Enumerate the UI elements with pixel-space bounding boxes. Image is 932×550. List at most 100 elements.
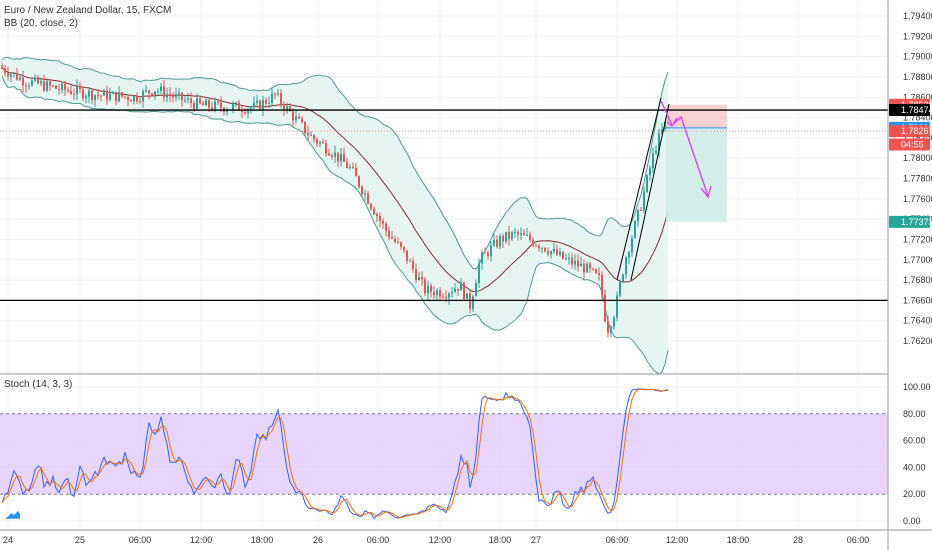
candle-body: [373, 208, 375, 215]
candle-body: [631, 237, 633, 253]
candle-body: [532, 239, 534, 246]
candle-body: [154, 91, 156, 96]
candle-body: [400, 242, 402, 247]
candle-body: [271, 93, 273, 104]
stoch-legend[interactable]: Stoch (14, 3, 3): [4, 379, 73, 390]
stoch-tick-label: 20.00: [903, 489, 926, 499]
candle-body: [298, 116, 300, 119]
candle-body: [433, 291, 435, 296]
candle-body: [499, 235, 501, 247]
candle-body: [10, 74, 12, 77]
candle-body: [238, 102, 240, 111]
candle-body: [256, 100, 258, 103]
candle-body: [607, 321, 609, 333]
candle-body: [406, 250, 408, 261]
candle-body: [25, 85, 27, 87]
candle-body: [637, 209, 639, 222]
candle-body: [502, 235, 504, 242]
candle-body: [70, 90, 72, 95]
candle-body: [478, 263, 480, 283]
candle-body: [472, 296, 474, 309]
candle-body: [244, 111, 246, 114]
candle-body: [463, 282, 465, 300]
candle-body: [619, 281, 621, 296]
candle-body: [253, 102, 255, 108]
candle-body: [487, 252, 489, 257]
candle-body: [130, 100, 132, 102]
candle-body: [382, 220, 384, 224]
candle-body: [109, 93, 111, 100]
candle-body: [124, 96, 126, 98]
candle-body: [208, 100, 210, 108]
candle-body: [421, 277, 423, 280]
time-tick-label: 06:00: [367, 535, 390, 545]
candle-body: [205, 100, 207, 106]
candle-body: [274, 93, 276, 95]
candle-body: [139, 101, 141, 103]
candle-body: [289, 106, 291, 112]
candle-body: [451, 292, 453, 294]
candle-body: [616, 295, 618, 318]
candle-body: [1, 66, 3, 69]
candle-body: [7, 72, 9, 77]
time-tick-label: 27: [531, 535, 541, 545]
tradingview-cloud-icon[interactable]: [5, 508, 21, 520]
candle-body: [460, 282, 462, 291]
candle-body: [325, 143, 327, 154]
candle-body: [160, 86, 162, 92]
candle-body: [334, 152, 336, 157]
bb-legend[interactable]: BB (20, close, 2): [4, 18, 78, 29]
candle-body: [196, 98, 198, 109]
projection-arrowhead: [700, 185, 712, 199]
time-tick-label: 06:00: [606, 535, 629, 545]
candle-body: [592, 268, 594, 270]
candle-body: [280, 93, 282, 105]
stoch-tick-label: 40.00: [903, 462, 926, 472]
candle-body: [331, 155, 333, 157]
candle-body: [361, 186, 363, 195]
candle-body: [61, 83, 63, 90]
candle-body: [553, 248, 555, 252]
candle-body: [652, 152, 654, 169]
candle-body: [217, 101, 219, 103]
bollinger-bands: [1, 56, 669, 375]
candle-body: [634, 221, 636, 238]
time-tick-label: 06:00: [129, 535, 152, 545]
candle-body: [568, 257, 570, 259]
candle-body: [247, 109, 249, 114]
price-tick-label: 1.79000: [903, 52, 932, 62]
candle-body: [340, 154, 342, 162]
candle-body: [457, 288, 459, 291]
candle-body: [136, 95, 138, 102]
time-tick-label: 06:00: [847, 535, 870, 545]
candle-body: [226, 110, 228, 113]
price-tag: [889, 138, 930, 151]
candle-body: [547, 251, 549, 255]
candle-body: [28, 85, 30, 87]
candle-body: [313, 135, 315, 140]
symbol-legend[interactable]: Euro / New Zealand Dollar, 15, FXCM: [4, 5, 172, 16]
candle-body: [58, 88, 60, 90]
candle-body: [187, 98, 189, 100]
candle-body: [496, 239, 498, 247]
time-tick-label: 18:00: [489, 535, 512, 545]
bb-fill: [2, 57, 668, 375]
candle-body: [286, 106, 288, 111]
drawings[interactable]: [0, 97, 888, 302]
price-tick-label: 1.77200: [903, 234, 932, 244]
candle-body: [517, 231, 519, 235]
candle-body: [550, 251, 552, 255]
candle-body: [121, 92, 123, 97]
candle-body: [403, 246, 405, 251]
candle-body: [562, 251, 564, 259]
candle-body: [439, 290, 441, 297]
candle-body: [376, 214, 378, 217]
candle-body: [103, 90, 105, 96]
candle-body: [265, 99, 267, 104]
candle-body: [328, 153, 330, 156]
candle-body: [427, 285, 429, 294]
price-tag-label: 04:55: [901, 139, 924, 149]
candle-body: [295, 116, 297, 121]
candle-body: [76, 86, 78, 95]
